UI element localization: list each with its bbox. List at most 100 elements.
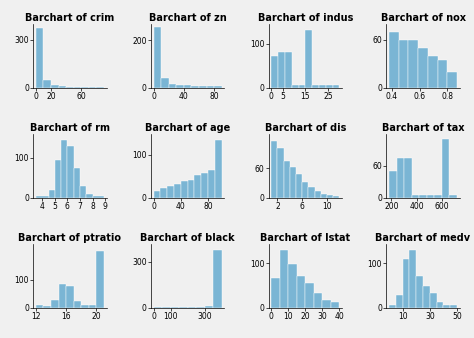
Bar: [191, 86, 199, 88]
Bar: [450, 305, 457, 308]
Bar: [36, 305, 44, 308]
Bar: [327, 195, 333, 198]
Bar: [174, 184, 181, 198]
Title: Barchart of tax: Barchart of tax: [382, 123, 464, 133]
Bar: [96, 250, 104, 308]
Bar: [74, 168, 80, 198]
Bar: [74, 87, 82, 88]
Bar: [199, 87, 207, 88]
Bar: [59, 86, 66, 88]
Bar: [288, 264, 297, 308]
Bar: [271, 141, 277, 198]
Bar: [280, 250, 288, 308]
Bar: [397, 158, 404, 198]
Bar: [423, 286, 430, 308]
Bar: [315, 191, 321, 198]
Title: Barchart of rm: Barchart of rm: [30, 123, 110, 133]
Bar: [36, 28, 44, 88]
Bar: [154, 191, 160, 198]
Title: Barchart of black: Barchart of black: [140, 233, 235, 243]
Bar: [430, 293, 437, 308]
Bar: [418, 48, 428, 88]
Title: Barchart of ptratio: Barchart of ptratio: [18, 233, 121, 243]
Bar: [322, 300, 331, 308]
Bar: [305, 283, 314, 308]
Bar: [201, 173, 208, 198]
Bar: [302, 182, 309, 198]
Title: Barchart of indus: Barchart of indus: [258, 13, 353, 23]
Bar: [205, 306, 213, 308]
Bar: [188, 180, 194, 198]
Bar: [389, 171, 397, 198]
Bar: [171, 307, 179, 308]
Bar: [154, 307, 162, 308]
Bar: [44, 306, 51, 308]
Bar: [213, 250, 222, 308]
Title: Barchart of crim: Barchart of crim: [25, 13, 115, 23]
Bar: [410, 250, 416, 308]
Title: Barchart of age: Barchart of age: [145, 123, 230, 133]
Bar: [416, 276, 423, 308]
Bar: [67, 146, 74, 198]
Bar: [427, 195, 434, 198]
Bar: [437, 302, 444, 308]
Bar: [444, 305, 450, 308]
Bar: [176, 85, 184, 88]
Bar: [169, 84, 176, 88]
Bar: [283, 161, 290, 198]
Bar: [66, 87, 74, 88]
Bar: [404, 158, 411, 198]
Title: Barchart of dis: Barchart of dis: [264, 123, 346, 133]
Bar: [321, 194, 327, 198]
Bar: [399, 40, 409, 88]
Bar: [51, 85, 59, 88]
Bar: [161, 78, 169, 88]
Bar: [409, 40, 418, 88]
Bar: [154, 27, 161, 88]
Bar: [411, 195, 419, 198]
Title: Barchart of zn: Barchart of zn: [149, 13, 227, 23]
Bar: [66, 286, 74, 308]
Bar: [51, 300, 59, 308]
Bar: [181, 182, 188, 198]
Bar: [214, 87, 222, 88]
Bar: [428, 56, 438, 88]
Bar: [278, 52, 285, 88]
Bar: [285, 52, 292, 88]
Bar: [277, 148, 283, 198]
Bar: [290, 167, 296, 198]
Bar: [305, 30, 312, 88]
Bar: [61, 140, 67, 198]
Bar: [59, 284, 66, 308]
Bar: [80, 186, 86, 198]
Bar: [44, 80, 51, 88]
Bar: [297, 276, 305, 308]
Bar: [207, 87, 214, 88]
Bar: [89, 305, 96, 308]
Bar: [188, 307, 196, 308]
Bar: [333, 196, 339, 198]
Bar: [184, 85, 191, 88]
Bar: [86, 194, 92, 198]
Bar: [309, 187, 315, 198]
Bar: [271, 277, 280, 308]
Bar: [162, 307, 171, 308]
Bar: [296, 174, 302, 198]
Bar: [438, 59, 447, 88]
Title: Barchart of lstat: Barchart of lstat: [260, 233, 350, 243]
Bar: [314, 293, 322, 308]
Bar: [442, 139, 449, 198]
Bar: [160, 188, 167, 198]
Bar: [419, 195, 427, 198]
Bar: [299, 86, 305, 88]
Bar: [447, 72, 457, 88]
Bar: [196, 307, 205, 308]
Title: Barchart of medv: Barchart of medv: [375, 233, 471, 243]
Bar: [326, 86, 333, 88]
Bar: [292, 86, 299, 88]
Bar: [389, 305, 396, 308]
Bar: [55, 160, 61, 198]
Bar: [434, 195, 442, 198]
Bar: [179, 307, 188, 308]
Bar: [208, 170, 215, 198]
